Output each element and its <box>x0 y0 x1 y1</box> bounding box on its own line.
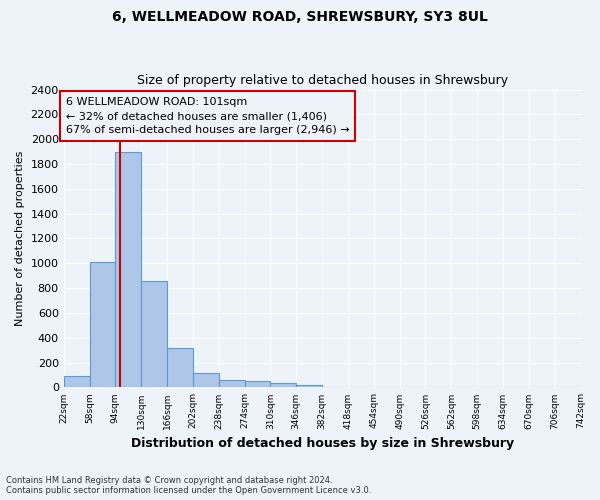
Bar <box>193 372 219 388</box>
Bar <box>89 262 115 388</box>
X-axis label: Distribution of detached houses by size in Shrewsbury: Distribution of detached houses by size … <box>131 437 514 450</box>
Text: 6, WELLMEADOW ROAD, SHREWSBURY, SY3 8UL: 6, WELLMEADOW ROAD, SHREWSBURY, SY3 8UL <box>112 10 488 24</box>
Bar <box>64 376 89 388</box>
Bar <box>271 384 296 388</box>
Text: Contains HM Land Registry data © Crown copyright and database right 2024.
Contai: Contains HM Land Registry data © Crown c… <box>6 476 371 495</box>
Bar <box>219 380 245 388</box>
Y-axis label: Number of detached properties: Number of detached properties <box>15 151 25 326</box>
Title: Size of property relative to detached houses in Shrewsbury: Size of property relative to detached ho… <box>137 74 508 87</box>
Bar <box>115 152 141 388</box>
Bar <box>296 385 322 388</box>
Bar <box>245 381 271 388</box>
Bar <box>141 280 167 388</box>
Text: 6 WELLMEADOW ROAD: 101sqm
← 32% of detached houses are smaller (1,406)
67% of se: 6 WELLMEADOW ROAD: 101sqm ← 32% of detac… <box>66 97 349 135</box>
Bar <box>167 348 193 388</box>
